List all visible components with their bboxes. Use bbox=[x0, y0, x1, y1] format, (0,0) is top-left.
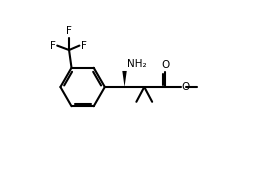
Text: F: F bbox=[66, 26, 72, 36]
Text: O: O bbox=[182, 82, 190, 92]
Text: O: O bbox=[161, 60, 169, 70]
Text: F: F bbox=[50, 41, 56, 51]
Polygon shape bbox=[122, 71, 127, 87]
Text: F: F bbox=[81, 41, 87, 51]
Text: NH₂: NH₂ bbox=[126, 60, 146, 69]
